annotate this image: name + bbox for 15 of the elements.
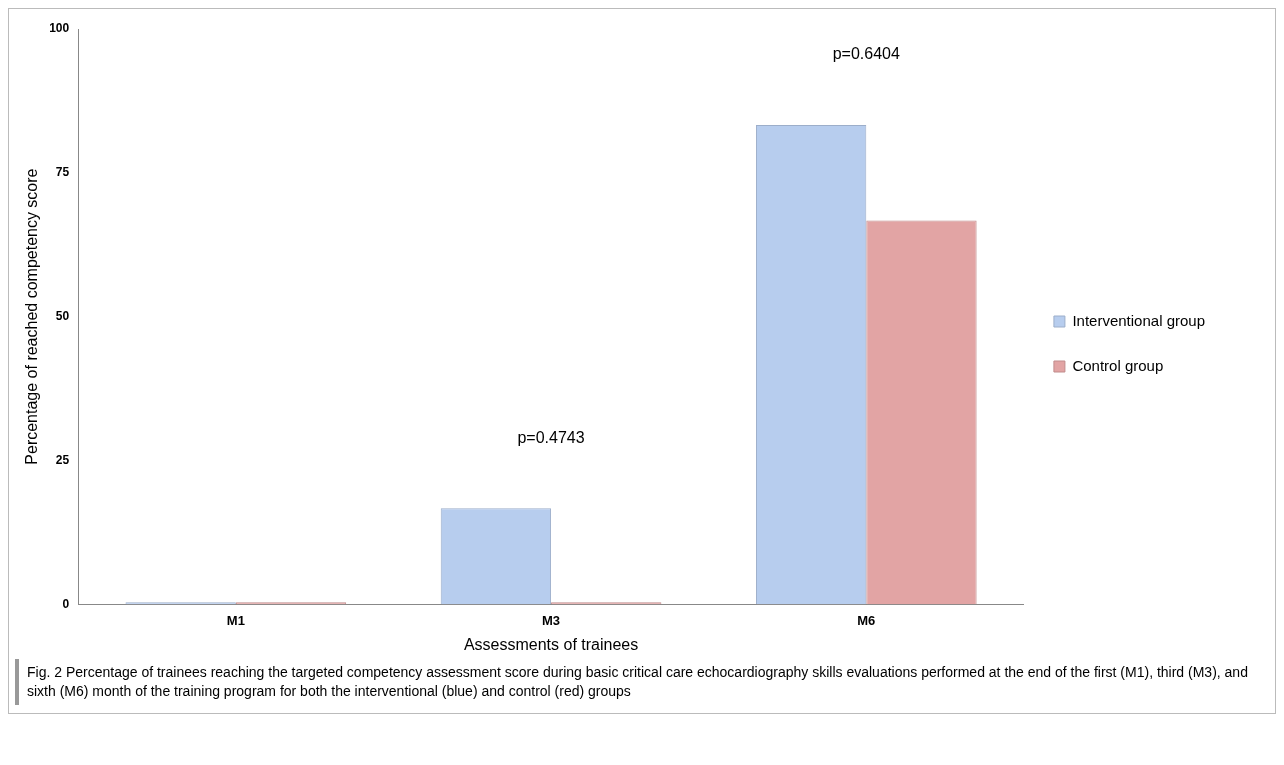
x-tick-label: M1 <box>226 612 245 628</box>
y-tick-label: 50 <box>55 308 70 323</box>
y-tick-label: 0 <box>62 596 70 611</box>
y-tick-label: 75 <box>55 165 70 180</box>
y-tick-label: 100 <box>49 21 70 36</box>
legend-label: Interventional group <box>1072 311 1205 329</box>
x-tick-label: M3 <box>542 612 561 628</box>
y-axis-title: Percentage of reached competency score <box>23 168 41 465</box>
legend-label: Control group <box>1072 356 1164 374</box>
annotation: p=0.4743 <box>517 428 585 446</box>
caption: Fig. 2 Percentage of trainees reaching the targeted competency assessment score during basic critical care echocardiography skills evaluations performed at the end of the first (M1), third (M3), and sixth (M6) month of the training program for both the interventional (blue) and control (red) groups <box>27 663 1249 701</box>
x-tick-label: M6 <box>857 612 876 628</box>
annotation: p=0.6404 <box>832 45 900 63</box>
y-tick-label: 25 <box>55 452 70 467</box>
x-axis-title: Assessments of trainees <box>463 635 639 653</box>
